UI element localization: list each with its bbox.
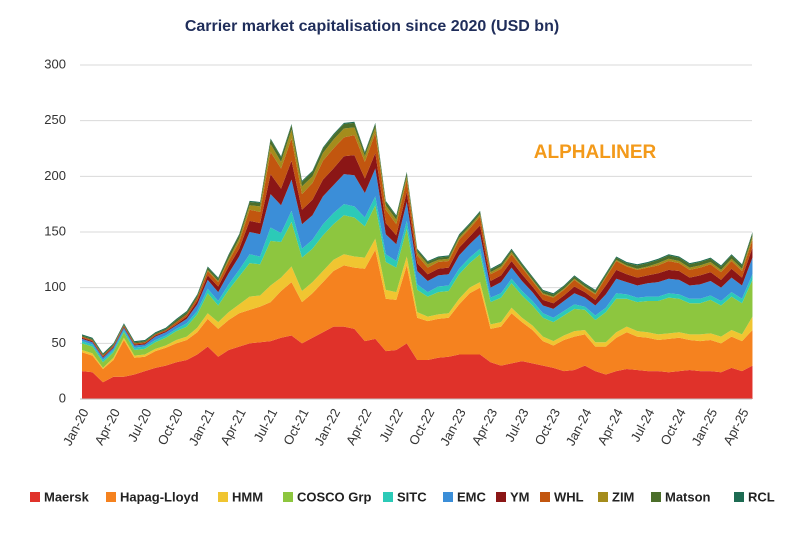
legend-label: Maersk	[44, 489, 90, 504]
y-tick-label: 100	[44, 279, 66, 294]
area	[82, 196, 753, 363]
x-tick-label: Jan-23	[437, 406, 469, 448]
watermark: ALPHALINER	[534, 142, 657, 163]
legend-swatch	[734, 492, 744, 502]
x-tick-label: Jan-20	[60, 406, 92, 448]
legend-swatch	[106, 492, 116, 502]
legend-swatch	[651, 492, 661, 502]
chart-title: Carrier market capitalisation since 2020…	[185, 18, 559, 35]
x-tick-label: Jul-23	[502, 406, 532, 444]
legend-label: COSCO Grp	[297, 489, 371, 504]
legend-swatch	[283, 492, 293, 502]
legend-label: WHL	[554, 489, 584, 504]
x-tick-label: Oct-22	[406, 406, 438, 447]
x-tick-label: Jul-24	[628, 406, 658, 444]
legend-label: Hapag-Lloyd	[120, 489, 199, 504]
legend-swatch	[383, 492, 393, 502]
x-tick-label: Oct-23	[532, 406, 564, 447]
x-tick-label: Jan-22	[311, 406, 343, 448]
x-tick-label: Jul-22	[376, 406, 406, 444]
x-tick-label: Apr-20	[92, 406, 124, 448]
y-tick-label: 250	[44, 112, 66, 127]
legend-swatch	[540, 492, 550, 502]
x-tick-label: Apr-23	[469, 406, 501, 448]
legend-label: YM	[510, 489, 530, 504]
legend-swatch	[443, 492, 453, 502]
x-tick-label: Apr-24	[594, 406, 626, 448]
x-tick-label: Jul-20	[125, 406, 155, 444]
x-tick-label: Jan-21	[185, 406, 217, 448]
area	[82, 249, 753, 383]
legend-swatch	[496, 492, 506, 502]
x-tick-label: Oct-24	[657, 406, 689, 447]
x-tick-label: Apr-21	[217, 406, 249, 448]
legend-label: SITC	[397, 489, 427, 504]
x-tick-label: Oct-21	[280, 406, 312, 447]
x-tick-label: Oct-20	[154, 406, 186, 447]
y-tick-label: 150	[44, 223, 66, 238]
y-tick-label: 200	[44, 168, 66, 183]
x-tick-label: Jan-25	[688, 406, 720, 448]
legend-label: ZIM	[612, 489, 634, 504]
area	[82, 205, 753, 368]
legend-label: HMM	[232, 489, 263, 504]
y-tick-label: 300	[44, 56, 66, 71]
legend-label: RCL	[748, 489, 775, 504]
legend-swatch	[598, 492, 608, 502]
y-tick-label: 0	[59, 390, 66, 405]
legend-swatch	[30, 492, 40, 502]
x-tick-label: Apr-25	[720, 406, 752, 448]
x-tick-label: Apr-22	[343, 406, 375, 448]
x-tick-label: Jan-24	[563, 406, 595, 448]
legend-swatch	[218, 492, 228, 502]
legend-label: EMC	[457, 489, 487, 504]
area	[82, 326, 753, 399]
legend-label: Matson	[665, 489, 711, 504]
x-tick-label: Jul-21	[250, 406, 280, 444]
y-tick-label: 50	[52, 335, 66, 350]
